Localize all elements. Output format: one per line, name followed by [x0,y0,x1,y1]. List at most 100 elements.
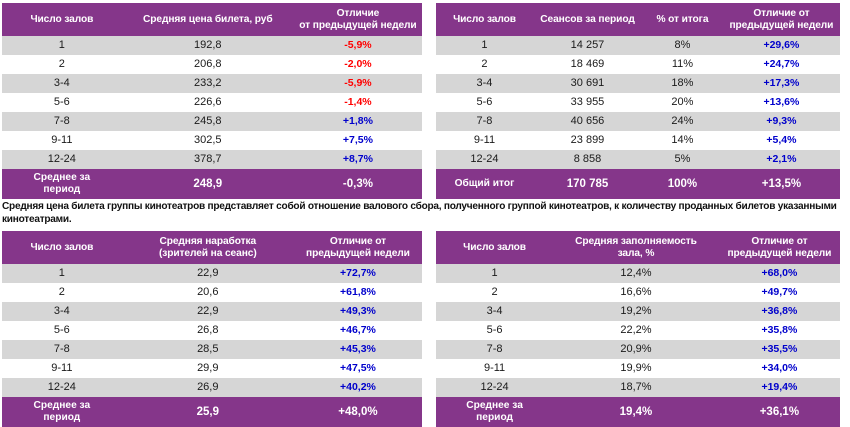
column-header-1: Число залов [436,3,533,36]
table-avg-hall-occupancy: Число залов Средняя заполняемость зала, % О… [436,231,840,427]
table-row: 9-11 302,5 +7,5% [2,131,422,150]
total-label-line: Среднее за [33,400,91,412]
row-label-cell: 1 [2,36,122,55]
table-row: 3-4 22,9 +49,3% [2,302,422,321]
table-header: Число залов Средняя цена билета, руб Отлич… [2,3,422,36]
delta-cell: +45,3% [293,340,422,359]
table-avg-ticket-price: Число залов Средняя цена билета, руб Отлич… [2,3,422,199]
table-row: 3-4 233,2 -5,9% [2,74,422,93]
delta-cell: +8,7% [293,150,422,169]
table-row: 1 22,9 +72,7% [2,264,422,283]
value-cell: 18% [642,74,723,93]
total-value-cell: 170 785 [532,169,643,199]
delta-positive-value: +40,2% [339,381,376,394]
delta-positive-value: +13,6% [763,96,800,109]
table-row: 5-6 226,6 -1,4% [2,93,422,112]
row-label-cell: 2 [436,55,533,74]
delta-cell: +2,1% [722,150,840,169]
row-label-cell: 9-11 [2,131,122,150]
value-cell: 28,5 [121,340,294,359]
total-value-cell: 19,4% [553,397,719,427]
row-label-cell: 5-6 [436,93,533,112]
total-value-cell: 25,9 [121,397,294,427]
delta-positive-value: +24,7% [763,58,800,71]
table-row: 5-6 33 955 20% +13,6% [436,93,840,112]
delta-cell: -2,0% [293,55,422,74]
table-row: 5-6 26,8 +46,7% [2,321,422,340]
column-header-2: Средняя наработка (зрителей на сеанс) [121,231,294,264]
row-label-cell: 2 [436,283,554,302]
total-row-label: Среднее за период [2,169,122,199]
total-delta-cell: +13,5% [722,169,840,199]
total-value-cell: 100% [642,169,723,199]
table-sessions-per-period: Число залов Сеансов за период % от итога От… [436,3,840,199]
delta-positive-value: +29,6% [763,39,800,52]
table-total-row: Среднее за период 25,9 +48,0% [2,397,422,427]
delta-positive-value: +13,5% [761,177,802,190]
column-header-line: зала, % [617,247,655,259]
delta-cell: -1,4% [293,93,422,112]
column-header-line: от предыдущей недели [299,19,417,31]
row-label-cell: 1 [436,264,554,283]
delta-positive-value: +46,7% [339,324,376,337]
table-row: 3-4 30 691 18% +17,3% [436,74,840,93]
delta-cell: +36,8% [718,302,840,321]
column-header-line: Число залов [463,241,526,253]
value-cell: 30 691 [532,74,643,93]
value-cell: 5% [642,150,723,169]
column-header-line: предыдущей недели [306,247,410,259]
delta-negative-value: -0,3% [342,177,373,190]
column-header-line: Отличие от [751,236,808,248]
table-row: 2 18 469 11% +24,7% [436,55,840,74]
column-header-3: Отличие от предыдущей недели [293,3,422,36]
total-delta-cell: +36,1% [718,397,840,427]
table-row: 12-24 26,9 +40,2% [2,378,422,397]
delta-positive-value: +2,1% [766,153,797,166]
total-label-line: период [476,412,514,423]
table-header: Число залов Средняя заполняемость зала, % О… [436,231,840,264]
delta-cell: +47,5% [293,359,422,378]
table-row: 7-8 28,5 +45,3% [2,340,422,359]
column-header-3: Отличие от предыдущей недели [718,231,840,264]
delta-cell: +5,4% [722,131,840,150]
table-body: 1 12,4% +68,0% 2 16,6% +49,7% 3-4 19,2% +36,8% 5-… [436,264,840,427]
delta-cell: +68,0% [718,264,840,283]
value-cell: 29,9 [121,359,294,378]
column-header-1: Число залов [2,3,122,36]
row-label-cell: 2 [2,283,122,302]
total-delta-cell: -0,3% [293,169,422,199]
table-row: 12-24 18,7% +19,4% [436,378,840,397]
total-row-label: Общий итог [436,169,533,199]
column-header-3: Отличие от предыдущей недели [293,231,422,264]
row-label-cell: 3-4 [2,302,122,321]
row-label-cell: 12-24 [436,378,554,397]
total-label-line: Среднее за [33,172,91,184]
delta-cell: +35,5% [718,340,840,359]
delta-cell: +61,8% [293,283,422,302]
row-label-cell: 3-4 [2,74,122,93]
value-cell: 302,5 [121,131,294,150]
column-header-2: Средняя заполняемость зала, % [553,231,719,264]
column-header-2: Средняя цена билета, руб [121,3,294,36]
column-header-line: предыдущей недели [729,19,834,31]
value-cell: 18 469 [532,55,643,74]
column-header-line: Число залов [453,13,516,25]
delta-cell: +40,2% [293,378,422,397]
table-total-row: Среднее за период 248,9 -0,3% [2,169,422,199]
table-header: Число залов Сеансов за период % от итога От… [436,3,840,36]
delta-cell: +49,7% [718,283,840,302]
delta-positive-value: +35,8% [761,324,798,337]
column-header-line: Отличие от [753,8,810,20]
value-cell: 20% [642,93,723,112]
value-cell: 8% [642,36,723,55]
delta-cell: +19,4% [718,378,840,397]
column-header-line: предыдущей недели [727,247,832,259]
value-cell: 20,9% [553,340,719,359]
table-body: 1 22,9 +72,7% 2 20,6 +61,8% 3-4 22,9 +49,3% 5-6 26… [2,264,422,427]
footnote-text: Средняя цена билета группы кинотеатров п… [2,201,837,226]
total-label-line: Среднее за [466,400,523,412]
table-row: 1 192,8 -5,9% [2,36,422,55]
delta-positive-value: +7,5% [342,134,373,147]
delta-positive-value: +61,8% [339,286,376,299]
